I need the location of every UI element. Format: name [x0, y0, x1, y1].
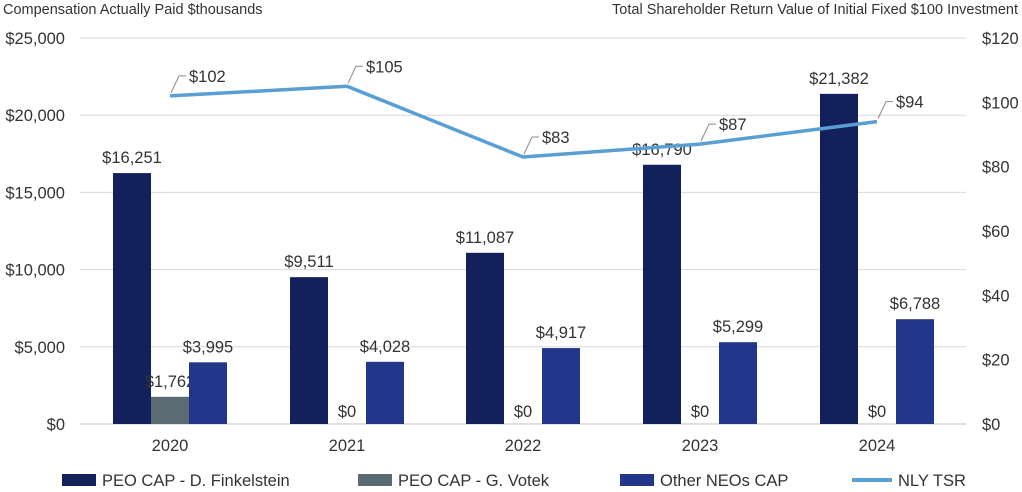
bar-finkelstein	[643, 164, 681, 425]
tsr-data-label: $105	[366, 58, 403, 76]
legend-swatch	[62, 474, 96, 486]
x-tick-label: 2022	[505, 437, 542, 455]
bar-data-label: $21,382	[809, 70, 869, 88]
left-tick-label: $15,000	[5, 184, 65, 202]
bar-data-label: $0	[514, 403, 532, 421]
tsr-leader-line	[170, 75, 186, 94]
tsr-data-label: $102	[189, 68, 226, 86]
bar-data-label: $11,087	[456, 229, 514, 247]
bar-data-label: $4,028	[360, 338, 410, 356]
left-tick-label: $5,000	[15, 339, 65, 357]
right-tick-label: $100	[982, 94, 1019, 112]
legend-label: Other NEOs CAP	[660, 472, 788, 490]
series-votek: $1,762 $0 $0 $0 $0	[145, 373, 886, 424]
right-axis-title: Total Shareholder Return Value of Initia…	[612, 2, 1018, 18]
x-tick-label: 2021	[329, 437, 366, 455]
right-tick-label: $20	[982, 352, 1010, 370]
legend-item: PEO CAP - D. Finkelstein	[62, 472, 290, 490]
tsr-data-label: $87	[719, 116, 747, 134]
bar-other_neos	[719, 342, 757, 424]
bar-finkelstein	[466, 252, 504, 424]
left-tick-label: $25,000	[5, 30, 65, 48]
legend-label: PEO CAP - G. Votek	[398, 472, 550, 490]
legend-item: PEO CAP - G. Votek	[358, 472, 550, 490]
bar-data-label: $0	[868, 403, 886, 421]
right-axis-ticks: $0 $20 $40 $60 $80 $100 $120	[982, 30, 1019, 434]
bar-other_neos	[542, 348, 580, 424]
tsr-leader-line	[877, 101, 893, 119]
right-tick-label: $0	[982, 416, 1000, 434]
left-tick-label: $10,000	[5, 262, 65, 280]
left-axis-ticks: $0 $5,000 $10,000 $15,000 $20,000 $25,000	[5, 30, 65, 434]
bar-finkelstein	[820, 93, 858, 424]
bar-data-label: $6,788	[890, 295, 940, 313]
bar-data-label: $0	[691, 403, 709, 421]
tsr-line-series: $102 $105 $83 $87 $94	[169, 58, 924, 159]
bar-data-label: $1,762	[145, 373, 195, 391]
legend: PEO CAP - D. Finkelstein PEO CAP - G. Vot…	[62, 472, 966, 490]
bar-data-label: $0	[338, 403, 356, 421]
bar-finkelstein	[113, 173, 151, 424]
left-axis-title: Compensation Actually Paid $thousands	[3, 2, 263, 18]
x-tick-label: 2024	[859, 437, 896, 455]
right-tick-label: $80	[982, 159, 1010, 177]
right-tick-label: $120	[982, 30, 1019, 48]
bar-other_neos	[189, 362, 227, 424]
legend-label: NLY TSR	[898, 472, 966, 490]
bar-data-label: $3,995	[183, 338, 233, 356]
tsr-leader-line	[700, 123, 716, 142]
x-tick-label: 2020	[152, 437, 189, 455]
tsr-leader-line	[523, 136, 539, 155]
tsr-data-label: $94	[896, 94, 924, 112]
bar-data-label: $5,299	[713, 318, 763, 336]
bar-other_neos	[366, 361, 404, 424]
legend-label: PEO CAP - D. Finkelstein	[102, 472, 290, 490]
bar-finkelstein	[290, 277, 328, 424]
tsr-line	[169, 84, 878, 159]
legend-item: Other NEOs CAP	[620, 472, 788, 490]
tsr-data-label: $83	[542, 129, 570, 147]
legend-swatch	[620, 474, 654, 486]
legend-item: NLY TSR	[852, 472, 966, 490]
x-tick-label: 2023	[682, 437, 719, 455]
right-tick-label: $60	[982, 223, 1010, 241]
bar-votek	[151, 396, 189, 424]
gridlines	[80, 37, 966, 425]
bar-other_neos	[896, 319, 934, 424]
x-axis-ticks: 2020 2021 2022 2023 2024	[152, 437, 896, 455]
tsr-leader-line	[347, 65, 363, 84]
bar-data-label: $16,251	[102, 149, 162, 167]
left-tick-label: $0	[47, 416, 65, 434]
bar-series: $16,251$9,511$11,087$16,790$21,382$1,762…	[102, 70, 940, 425]
bar-data-label: $4,917	[536, 324, 586, 342]
bar-data-label: $9,511	[284, 253, 333, 271]
left-tick-label: $20,000	[5, 107, 65, 125]
right-tick-label: $40	[982, 287, 1010, 305]
series-other_neos: $3,995 $4,028 $4,917 $5,299 $6,788	[183, 295, 940, 424]
series-finkelstein: $16,251$9,511$11,087$16,790$21,382	[102, 70, 869, 425]
legend-swatch	[358, 474, 392, 486]
